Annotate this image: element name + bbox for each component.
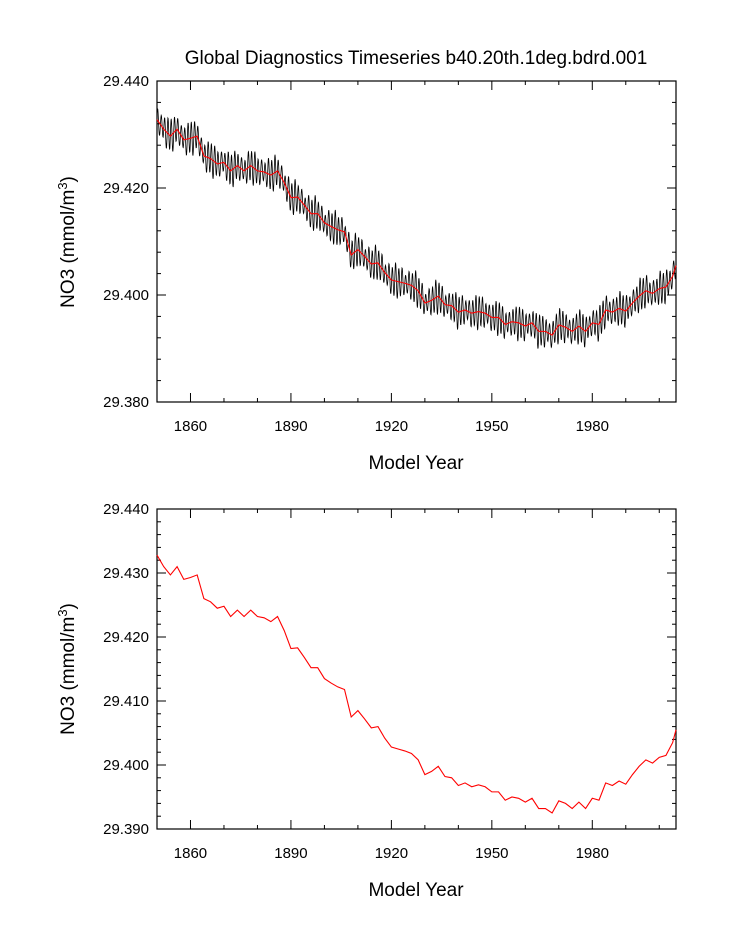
bottom-x-ticks xyxy=(156,509,660,829)
bottom-ytick-label: 29.440 xyxy=(103,501,149,518)
top-xtick-label: 1920 xyxy=(375,418,408,435)
top-xtick-label: 1950 xyxy=(475,418,508,435)
bottom-xtick-label: 1890 xyxy=(274,845,307,862)
bottom-y-ticks xyxy=(157,508,676,830)
bottom-ytick-label: 29.410 xyxy=(103,693,149,710)
top-y-axis-label: NO3 (mmol/m3) xyxy=(55,176,80,308)
top-xtick-label: 1980 xyxy=(576,418,609,435)
top-series-monthly xyxy=(156,108,677,349)
top-series-annual xyxy=(156,119,677,336)
top-x-tick-labels: 1860 1890 1920 1950 1980 xyxy=(174,418,609,435)
bottom-xtick-label: 1980 xyxy=(576,845,609,862)
bottom-xtick-label: 1950 xyxy=(475,845,508,862)
chart-title: Global Diagnostics Timeseries b40.20th.1… xyxy=(185,48,648,69)
top-x-ticks xyxy=(156,81,660,402)
top-ytick-label: 29.440 xyxy=(103,73,149,90)
bottom-xtick-label: 1920 xyxy=(375,845,408,862)
top-ytick-label: 29.420 xyxy=(103,180,149,197)
bottom-series-lines xyxy=(156,554,677,814)
bottom-x-axis-label: Model Year xyxy=(368,880,464,901)
bottom-x-tick-labels: 1860 1890 1920 1950 1980 xyxy=(174,845,609,862)
top-x-axis-label: Model Year xyxy=(368,453,464,474)
top-plot-frame xyxy=(156,80,677,403)
bottom-y-tick-labels: 29.390 29.400 29.410 29.420 29.430 29.440 xyxy=(103,501,149,838)
top-y-tick-labels: 29.380 29.400 29.420 29.440 xyxy=(103,73,149,411)
bottom-ytick-label: 29.420 xyxy=(103,629,149,646)
panel-bottom-chart: 29.390 29.400 29.410 29.420 29.430 29.440 186… xyxy=(55,501,677,901)
top-xtick-label: 1890 xyxy=(274,418,307,435)
panel-top-chart: 29.380 29.400 29.420 29.440 1860 1890 1920 195… xyxy=(55,73,677,474)
top-y-ticks xyxy=(157,80,676,403)
top-ytick-label: 29.380 xyxy=(103,394,149,411)
bottom-xtick-label: 1860 xyxy=(174,845,207,862)
top-ytick-label: 29.400 xyxy=(103,287,149,304)
bottom-ytick-label: 29.400 xyxy=(103,757,149,774)
bottom-ytick-label: 29.430 xyxy=(103,565,149,582)
bottom-series-annual xyxy=(156,554,677,814)
top-series-lines xyxy=(156,108,677,349)
top-xtick-label: 1860 xyxy=(174,418,207,435)
bottom-plot-frame xyxy=(156,508,677,830)
bottom-ytick-label: 29.390 xyxy=(103,821,149,838)
bottom-y-axis-label: NO3 (mmol/m3) xyxy=(55,603,80,735)
